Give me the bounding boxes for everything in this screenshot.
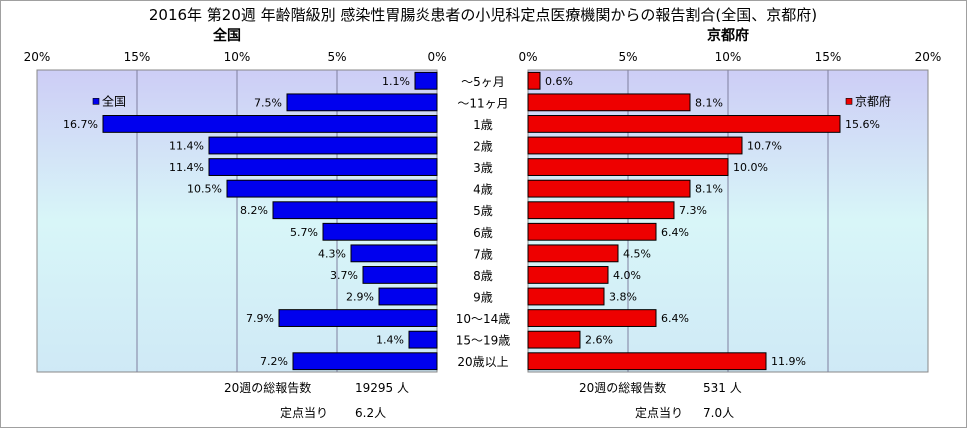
bar-kyoto — [527, 158, 729, 176]
bar-national — [362, 266, 438, 284]
bar-kyoto — [527, 330, 581, 349]
bar-kyoto — [527, 309, 657, 327]
legend-label-national: 全国 — [102, 93, 126, 108]
data-label-national: 3.7% — [330, 269, 358, 282]
summary-reports-value-national: 19295 人 — [355, 381, 409, 395]
bar-national — [292, 352, 438, 371]
tick-label-kyoto: 0% — [518, 50, 537, 64]
data-label-national: 11.4% — [169, 140, 204, 153]
category-label: 3歳 — [473, 161, 493, 175]
data-label-national: 7.9% — [246, 312, 274, 325]
data-label-kyoto: 6.4% — [661, 312, 689, 325]
bar-national — [208, 158, 438, 176]
data-label-kyoto: 10.7% — [747, 140, 782, 153]
category-label: 15～19歳 — [456, 334, 511, 348]
bar-kyoto — [527, 244, 619, 263]
bar-kyoto — [527, 352, 767, 371]
category-label: 10～14歳 — [456, 312, 511, 326]
bar-national — [278, 309, 438, 327]
category-label: ～11ヶ月 — [457, 96, 508, 110]
data-label-kyoto: 3.8% — [609, 291, 637, 304]
tick-label-national: 5% — [327, 50, 346, 64]
data-label-kyoto: 4.5% — [623, 247, 651, 260]
legend-swatch-kyoto — [845, 98, 853, 105]
data-label-kyoto: 4.0% — [613, 269, 641, 282]
category-label: 6歳 — [473, 226, 493, 240]
bar-national — [226, 179, 438, 198]
bar-national — [414, 71, 438, 90]
tick-label-kyoto: 5% — [618, 50, 637, 64]
summary-reports-label-kyoto: 20週の総報告数 — [579, 380, 666, 395]
data-label-kyoto: 10.0% — [733, 161, 768, 174]
tick-label-national: 0% — [427, 50, 446, 64]
bar-national — [102, 115, 438, 133]
bar-kyoto — [527, 222, 657, 241]
bar-kyoto — [527, 201, 675, 220]
tick-label-kyoto: 10% — [715, 50, 742, 64]
data-label-national: 7.2% — [260, 355, 288, 368]
data-label-national: 1.4% — [376, 334, 404, 347]
category-label: 20歳以上 — [457, 355, 508, 369]
bar-kyoto — [527, 136, 743, 155]
summary-per-site-value-kyoto: 7.0人 — [703, 406, 734, 420]
data-label-national: 16.7% — [63, 118, 98, 131]
bar-national — [286, 93, 438, 112]
tick-label-kyoto: 15% — [815, 50, 842, 64]
bar-kyoto — [527, 287, 605, 306]
category-label: 2歳 — [473, 140, 493, 154]
data-label-national: 10.5% — [187, 183, 222, 196]
category-label: ～5ヶ月 — [461, 75, 505, 89]
category-label: 8歳 — [473, 269, 493, 283]
summary-per-site-label-kyoto: 定点当り — [635, 405, 683, 420]
bar-national — [408, 330, 438, 349]
category-label: 1歳 — [473, 118, 493, 132]
category-label: 4歳 — [473, 183, 493, 197]
data-label-kyoto: 6.4% — [661, 226, 689, 239]
summary-per-site-label-national: 定点当り — [280, 405, 328, 420]
data-label-national: 11.4% — [169, 161, 204, 174]
summary-reports-label-national: 20週の総報告数 — [224, 380, 311, 395]
bar-kyoto — [527, 71, 541, 90]
summary-per-site-value-national: 6.2人 — [355, 406, 386, 420]
data-label-kyoto: 15.6% — [845, 118, 880, 131]
bar-kyoto — [527, 179, 691, 198]
data-label-kyoto: 7.3% — [679, 204, 707, 217]
data-label-kyoto: 8.1% — [695, 183, 723, 196]
data-label-national: 5.7% — [290, 226, 318, 239]
legend-swatch-national — [92, 98, 100, 105]
bar-national — [350, 244, 438, 263]
data-label-national: 7.5% — [254, 96, 282, 109]
bar-national — [272, 201, 438, 220]
data-label-national: 1.1% — [382, 75, 410, 88]
tick-label-national: 15% — [124, 50, 151, 64]
summary-reports-value-kyoto: 531 人 — [703, 381, 742, 395]
panel-title-kyoto: 京都府 — [707, 27, 749, 44]
data-label-kyoto: 0.6% — [545, 75, 573, 88]
bar-kyoto — [527, 266, 609, 284]
tick-label-national: 20% — [24, 50, 51, 64]
data-label-national: 4.3% — [318, 247, 346, 260]
category-label: 9歳 — [473, 291, 493, 305]
data-label-kyoto: 11.9% — [771, 355, 806, 368]
chart-title: 2016年 第20週 年齢階級別 感染性胃腸炎患者の小児科定点医療機関からの報告… — [149, 6, 817, 24]
data-label-kyoto: 8.1% — [695, 96, 723, 109]
data-label-national: 2.9% — [346, 291, 374, 304]
data-label-kyoto: 2.6% — [585, 334, 613, 347]
panel-title-national: 全国 — [212, 27, 241, 44]
tick-label-national: 10% — [224, 50, 251, 64]
bar-kyoto — [527, 93, 691, 112]
category-label: 7歳 — [473, 247, 493, 261]
bar-national — [322, 222, 438, 241]
bar-national — [378, 287, 438, 306]
tick-label-kyoto: 20% — [915, 50, 942, 64]
data-label-national: 8.2% — [240, 204, 268, 217]
bar-national — [208, 136, 438, 155]
category-label: 5歳 — [473, 204, 493, 218]
bar-kyoto — [527, 115, 841, 133]
legend-label-kyoto: 京都府 — [855, 93, 891, 108]
